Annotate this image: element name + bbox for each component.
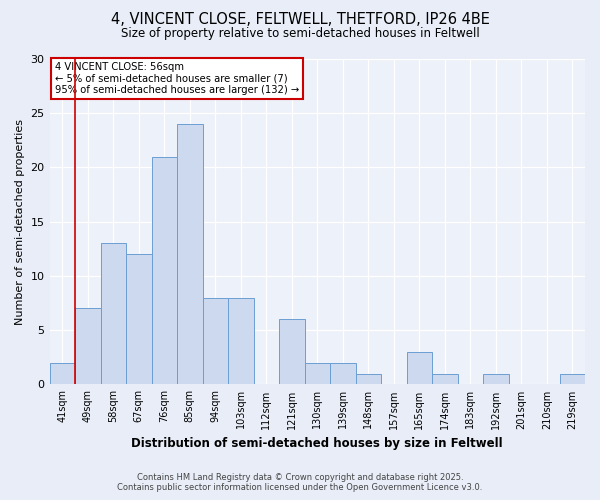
Bar xyxy=(126,254,152,384)
Bar xyxy=(483,374,509,384)
Text: 4, VINCENT CLOSE, FELTWELL, THETFORD, IP26 4BE: 4, VINCENT CLOSE, FELTWELL, THETFORD, IP… xyxy=(110,12,490,28)
Bar xyxy=(330,362,356,384)
X-axis label: Distribution of semi-detached houses by size in Feltwell: Distribution of semi-detached houses by … xyxy=(131,437,503,450)
Bar xyxy=(560,374,585,384)
Bar xyxy=(279,320,305,384)
Bar xyxy=(50,362,75,384)
Text: Contains HM Land Registry data © Crown copyright and database right 2025.
Contai: Contains HM Land Registry data © Crown c… xyxy=(118,473,482,492)
Bar xyxy=(75,308,101,384)
Bar xyxy=(356,374,381,384)
Bar xyxy=(305,362,330,384)
Text: 4 VINCENT CLOSE: 56sqm
← 5% of semi-detached houses are smaller (7)
95% of semi-: 4 VINCENT CLOSE: 56sqm ← 5% of semi-deta… xyxy=(55,62,299,96)
Bar xyxy=(101,244,126,384)
Bar xyxy=(177,124,203,384)
Y-axis label: Number of semi-detached properties: Number of semi-detached properties xyxy=(15,118,25,324)
Text: Size of property relative to semi-detached houses in Feltwell: Size of property relative to semi-detach… xyxy=(121,28,479,40)
Bar xyxy=(407,352,432,384)
Bar xyxy=(432,374,458,384)
Bar xyxy=(203,298,228,384)
Bar xyxy=(228,298,254,384)
Bar xyxy=(152,156,177,384)
